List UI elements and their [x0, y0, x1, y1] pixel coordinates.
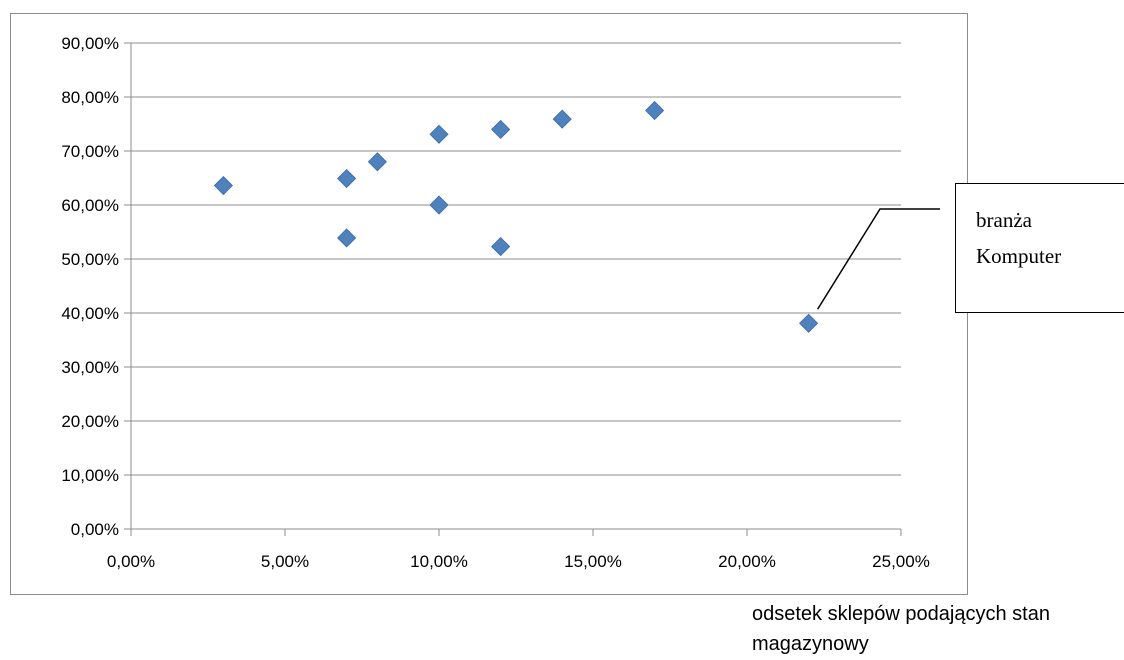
data-point-diamond [213, 175, 233, 196]
y-tick-labels: 0,00% 10,00% 20,00% 30,00% 40,00% 50,00% 60,00… [61, 34, 119, 539]
axes [124, 42, 902, 536]
data-point-diamond [367, 152, 387, 172]
data-point-diamond [552, 109, 572, 129]
y-tick-label: 70,00% [61, 142, 119, 161]
data-point-diamond [429, 124, 449, 144]
x-tick-label: 10,00% [410, 552, 468, 571]
y-tick-label: 20,00% [61, 412, 119, 431]
x-tick-label: 20,00% [718, 552, 776, 571]
gridlines [131, 42, 901, 476]
data-point-diamond [491, 237, 511, 257]
y-tick-label: 10,00% [61, 466, 119, 485]
y-tick-label: 60,00% [61, 196, 119, 215]
x-axis-title: odsetek sklepów podających stan magazyno… [752, 603, 1050, 655]
annotation-text: branża Komputer [976, 208, 1062, 268]
x-tick-label: 5,00% [261, 552, 309, 571]
y-tick-label: 40,00% [61, 304, 119, 323]
y-tick-label: 30,00% [61, 358, 119, 377]
x-tick-label: 25,00% [872, 552, 930, 571]
chart-frame: 0,00% 10,00% 20,00% 30,00% 40,00% 50,00% 60,00… [10, 13, 968, 595]
x-tick-labels: 0,00% 5,00% 10,00% 15,00% 20,00% 25,00% [107, 552, 930, 571]
data-point-diamond [645, 100, 665, 121]
data-point-diamond [337, 228, 357, 248]
y-tick-label: 0,00% [71, 520, 119, 539]
y-tick-label: 50,00% [61, 250, 119, 269]
data-points [213, 100, 819, 333]
x-tick-label: 0,00% [107, 552, 155, 571]
x-tick-label: 15,00% [564, 552, 622, 571]
y-tick-label: 90,00% [61, 34, 119, 53]
data-point-diamond [337, 168, 357, 189]
y-tick-label: 80,00% [61, 88, 119, 107]
data-point-diamond [429, 195, 449, 215]
annotation-callout: branża Komputer [955, 183, 1124, 313]
data-point-diamond [799, 313, 819, 333]
data-point-diamond [491, 119, 511, 139]
scatter-plot: 0,00% 10,00% 20,00% 30,00% 40,00% 50,00% 60,00… [61, 34, 930, 571]
